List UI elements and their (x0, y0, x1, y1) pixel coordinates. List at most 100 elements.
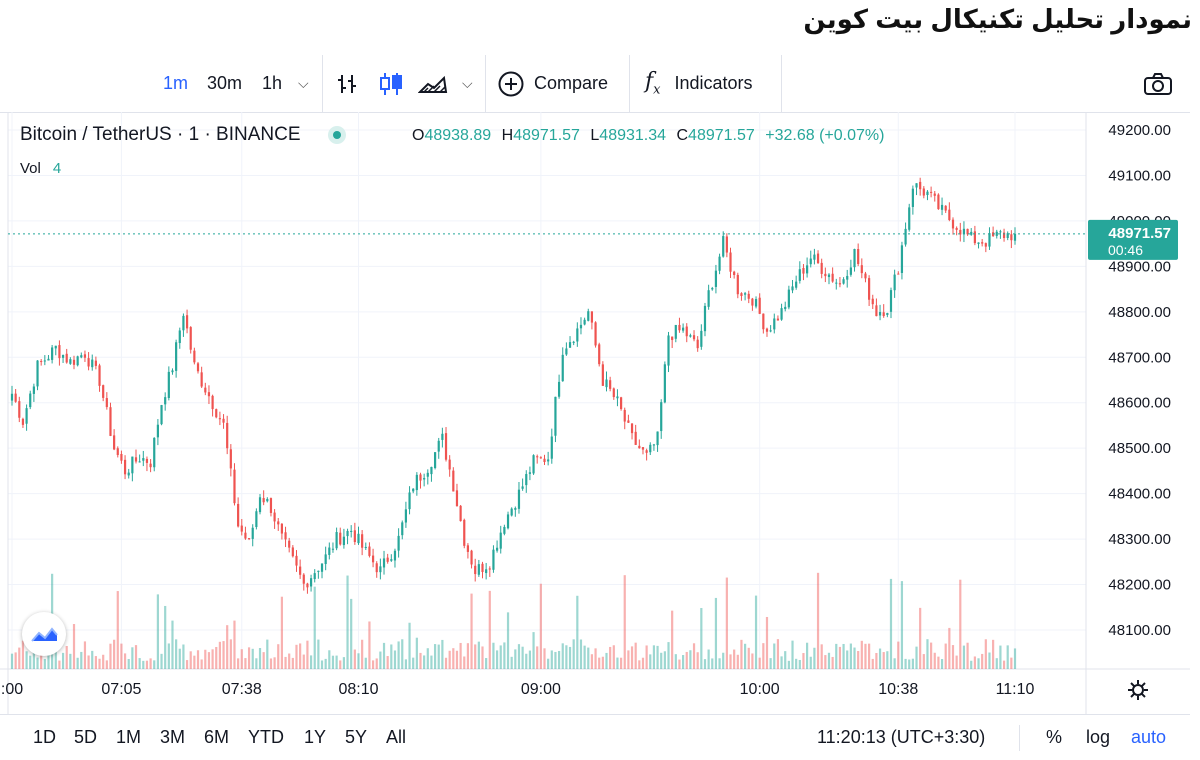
candle-body (940, 204, 944, 210)
candle-body (87, 358, 90, 367)
candle-body (736, 274, 739, 295)
volume-bar (320, 660, 324, 669)
candle-body (218, 418, 221, 420)
volume-bar (849, 643, 852, 669)
candle-body (835, 282, 838, 284)
volume-bar (816, 572, 820, 669)
candle-body (951, 219, 955, 229)
candle-body (857, 249, 860, 265)
candle-body (824, 273, 827, 277)
candle-body (196, 363, 200, 372)
chart-style-chevron-icon[interactable]: ⌵ (462, 75, 473, 91)
volume-bar (419, 652, 422, 669)
range-5y-button[interactable]: 5Y (345, 727, 368, 747)
volume-bar (802, 653, 805, 669)
range-1d-button[interactable]: 1D (33, 727, 57, 747)
indicators-button[interactable]: fx Indicators (645, 55, 753, 112)
last-price-badge-bg (1088, 219, 1178, 260)
volume-bar (404, 659, 408, 669)
candle-body (488, 568, 491, 570)
price-chart[interactable]: 49200.0049100.0049000.0048900.0048800.00… (0, 112, 1190, 714)
range-1y-button[interactable]: 1Y (304, 727, 327, 747)
volume-bar (714, 597, 718, 669)
candle-body (689, 335, 692, 337)
candle-body (908, 207, 911, 230)
candle-body (153, 437, 156, 468)
candle-body (269, 498, 273, 513)
volume-bar (842, 643, 845, 669)
candle-body (543, 458, 546, 462)
interval-1h-button[interactable]: 1h (262, 73, 283, 93)
range-all-button[interactable]: All (386, 727, 407, 747)
camera-icon[interactable] (1143, 55, 1173, 112)
volume-bar (156, 594, 159, 669)
volume-bar (364, 657, 367, 669)
volume-bar (324, 658, 327, 669)
timezone-clock[interactable]: 11:20:13 (UTC+3:30) (817, 727, 986, 747)
time-axis: :00 07:05 07:38 08:10 09:00 10:00 10:38 11:10 (1, 681, 1035, 698)
compare-button[interactable]: Compare (497, 55, 608, 112)
volume-bar (981, 653, 984, 669)
interval-1m-button[interactable]: 1m (163, 73, 189, 93)
candle-body (547, 459, 550, 462)
volume-bar (860, 640, 863, 669)
bar-chart-icon[interactable] (335, 55, 359, 112)
volume-bar (568, 646, 572, 669)
candle-body (320, 563, 324, 572)
candle-body (685, 326, 688, 337)
candle-body (536, 456, 539, 458)
candle-body (182, 315, 185, 331)
volume-bar (452, 648, 455, 669)
candle-body (430, 466, 433, 475)
candle-body (91, 359, 94, 368)
market-status-dot-icon (327, 125, 346, 144)
range-6m-button[interactable]: 6M (204, 727, 230, 747)
volume-bar (313, 586, 316, 669)
time-axis-settings-icon[interactable] (1126, 678, 1150, 707)
volume-bar (218, 641, 221, 669)
candles-chart-icon[interactable] (378, 55, 404, 112)
tradingview-logo-icon[interactable] (22, 612, 66, 656)
range-1m-button[interactable]: 1M (116, 727, 142, 747)
volume-bar (970, 660, 973, 669)
candle-body (211, 395, 214, 410)
candle-body (517, 489, 521, 509)
interval-30m-button[interactable]: 30m (207, 73, 243, 93)
volume-bar (412, 657, 415, 669)
percent-scale-button[interactable]: % (1046, 727, 1063, 747)
volume-bar (386, 656, 389, 669)
plus-circle-icon (498, 71, 524, 96)
candle-body (404, 509, 408, 523)
candle-body (444, 433, 448, 460)
volume-bar (426, 648, 429, 669)
log-scale-button[interactable]: log (1086, 727, 1111, 747)
volume-bar (485, 658, 488, 669)
volume-bar (207, 652, 211, 669)
candle-body (215, 409, 218, 418)
candle-body (72, 359, 76, 365)
volume-bar (827, 652, 831, 669)
candle-body (981, 242, 984, 244)
volume-bar (266, 639, 269, 669)
volume-bar (864, 643, 867, 669)
range-5d-button[interactable]: 5D (74, 727, 98, 747)
candle-body (51, 347, 54, 360)
volume-bar (131, 647, 134, 669)
volume-bar (733, 649, 736, 669)
auto-scale-button[interactable]: auto (1131, 727, 1167, 747)
volume-bar (561, 643, 564, 669)
candle-body (933, 193, 936, 196)
area-chart-icon[interactable] (418, 55, 448, 112)
range-3m-button[interactable]: 3M (160, 727, 186, 747)
range-ytd-button[interactable]: YTD (248, 727, 284, 747)
volume-bar (244, 658, 247, 669)
candle-body (962, 228, 966, 235)
candle-body (882, 312, 885, 317)
candle-body (149, 463, 152, 468)
candle-body (583, 319, 586, 325)
volume-bar (339, 660, 342, 669)
interval-dropdown-chevron-icon[interactable]: ⌵ (298, 75, 309, 91)
volume-bar (550, 650, 553, 669)
candle-body (988, 233, 991, 247)
candle-body (58, 345, 61, 359)
